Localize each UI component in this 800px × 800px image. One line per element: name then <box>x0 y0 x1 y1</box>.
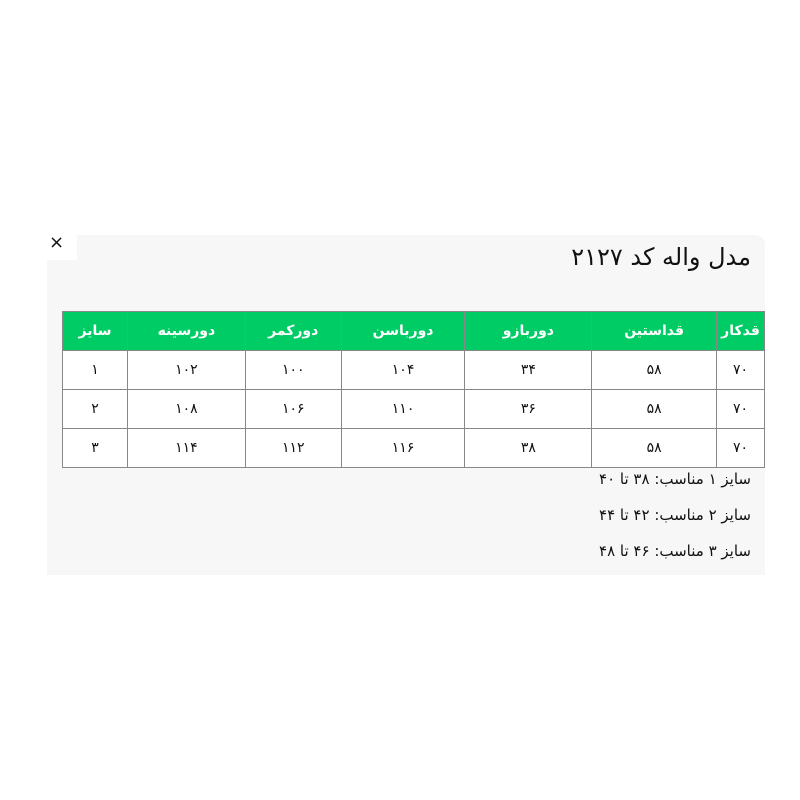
table-cell: ۱۰۰ <box>244 350 342 390</box>
column-header: دوربازو <box>464 311 593 351</box>
column-header: دورباسن <box>340 311 466 351</box>
column-header: قدکار <box>716 311 765 351</box>
table-cell: ۳۶ <box>464 389 593 429</box>
table-cell: ۵۸ <box>591 350 718 390</box>
size-table: قدکار قداستین دوربازو دورباسن دورکمر دور… <box>62 311 765 468</box>
column-header: سایز <box>62 311 128 351</box>
table-cell: ۱۱۶ <box>340 428 466 468</box>
table-cell: ۱۰۴ <box>340 350 466 390</box>
table-cell: ۷۰ <box>716 350 765 390</box>
table-cell: ۳۴ <box>464 350 593 390</box>
size-note: سایز ۲ مناسب: ۴۲ تا ۴۴ <box>599 506 751 524</box>
table-row: ۷۰ ۵۸ ۳۸ ۱۱۶ ۱۱۲ ۱۱۴ ۳ <box>62 428 765 468</box>
table-cell: ۲ <box>62 389 128 429</box>
size-chart-panel: مدل واله کد ۲۱۲۷ قدکار قداستین دوربازو د… <box>47 235 765 575</box>
page-title: مدل واله کد ۲۱۲۷ <box>571 243 751 271</box>
table-cell: ۱۱۴ <box>126 428 246 468</box>
close-button[interactable]: × <box>47 233 77 260</box>
table-cell: ۱۱۲ <box>244 428 342 468</box>
table-cell: ۵۸ <box>591 428 718 468</box>
column-header: قداستین <box>591 311 718 351</box>
table-cell: ۵۸ <box>591 389 718 429</box>
table-row: ۷۰ ۵۸ ۳۴ ۱۰۴ ۱۰۰ ۱۰۲ ۱ <box>62 350 765 390</box>
column-header: دورسینه <box>126 311 246 351</box>
table-cell: ۱۰۲ <box>126 350 246 390</box>
size-notes: سایز ۱ مناسب: ۳۸ تا ۴۰ سایز ۲ مناسب: ۴۲ … <box>599 467 751 575</box>
table-cell: ۷۰ <box>716 428 765 468</box>
table-cell: ۱۰۸ <box>126 389 246 429</box>
table-cell: ۷۰ <box>716 389 765 429</box>
table-cell: ۱۰۶ <box>244 389 342 429</box>
size-note: سایز ۱ مناسب: ۳۸ تا ۴۰ <box>599 470 751 488</box>
table-cell: ۱ <box>62 350 128 390</box>
size-note: سایز ۳ مناسب: ۴۶ تا ۴۸ <box>599 542 751 560</box>
table-cell: ۳ <box>62 428 128 468</box>
table-header-row: قدکار قداستین دوربازو دورباسن دورکمر دور… <box>62 311 765 351</box>
column-header: دورکمر <box>244 311 342 351</box>
table-cell: ۳۸ <box>464 428 593 468</box>
table-row: ۷۰ ۵۸ ۳۶ ۱۱۰ ۱۰۶ ۱۰۸ ۲ <box>62 389 765 429</box>
table-cell: ۱۱۰ <box>340 389 466 429</box>
